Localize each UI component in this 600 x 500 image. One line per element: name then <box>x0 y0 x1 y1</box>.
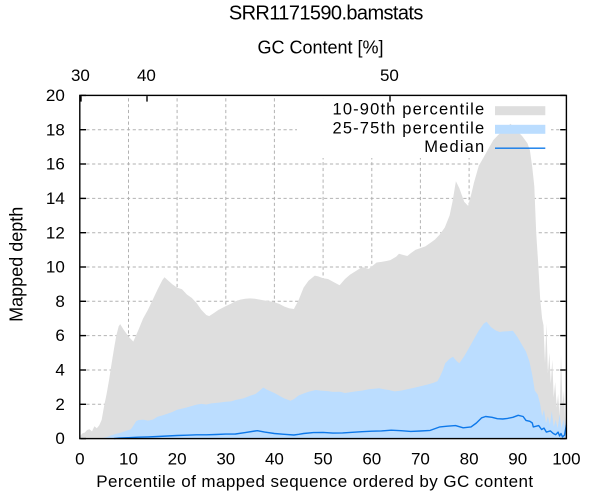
svg-text:Mapped depth: Mapped depth <box>6 207 26 322</box>
svg-text:70: 70 <box>411 449 430 468</box>
svg-text:0: 0 <box>75 449 84 468</box>
svg-text:90: 90 <box>508 449 527 468</box>
svg-text:60: 60 <box>362 449 381 468</box>
svg-text:20: 20 <box>168 449 187 468</box>
svg-text:8: 8 <box>55 292 64 311</box>
svg-text:6: 6 <box>55 326 64 345</box>
svg-text:25-75th percentile: 25-75th percentile <box>333 119 486 137</box>
svg-text:GC Content [%]: GC Content [%] <box>257 38 383 58</box>
svg-text:30: 30 <box>216 449 235 468</box>
svg-text:80: 80 <box>460 449 479 468</box>
svg-text:40: 40 <box>265 449 284 468</box>
svg-text:16: 16 <box>46 155 65 174</box>
svg-text:SRR1171590.bamstats: SRR1171590.bamstats <box>229 3 424 25</box>
svg-text:Median: Median <box>424 138 485 156</box>
svg-text:50: 50 <box>380 66 399 85</box>
svg-text:12: 12 <box>46 223 65 242</box>
svg-text:10-90th percentile: 10-90th percentile <box>333 101 486 119</box>
svg-text:14: 14 <box>46 189 65 208</box>
svg-text:18: 18 <box>46 120 65 139</box>
svg-text:Percentile of mapped sequence: Percentile of mapped sequence ordered by… <box>96 472 533 491</box>
svg-text:30: 30 <box>71 66 90 85</box>
svg-text:100: 100 <box>552 449 580 468</box>
svg-text:50: 50 <box>314 449 333 468</box>
svg-text:10: 10 <box>119 449 138 468</box>
svg-text:0: 0 <box>55 429 64 448</box>
svg-text:20: 20 <box>46 86 65 105</box>
svg-text:40: 40 <box>137 66 156 85</box>
svg-text:4: 4 <box>55 361 64 380</box>
svg-text:2: 2 <box>55 395 64 414</box>
svg-text:10: 10 <box>46 258 65 277</box>
